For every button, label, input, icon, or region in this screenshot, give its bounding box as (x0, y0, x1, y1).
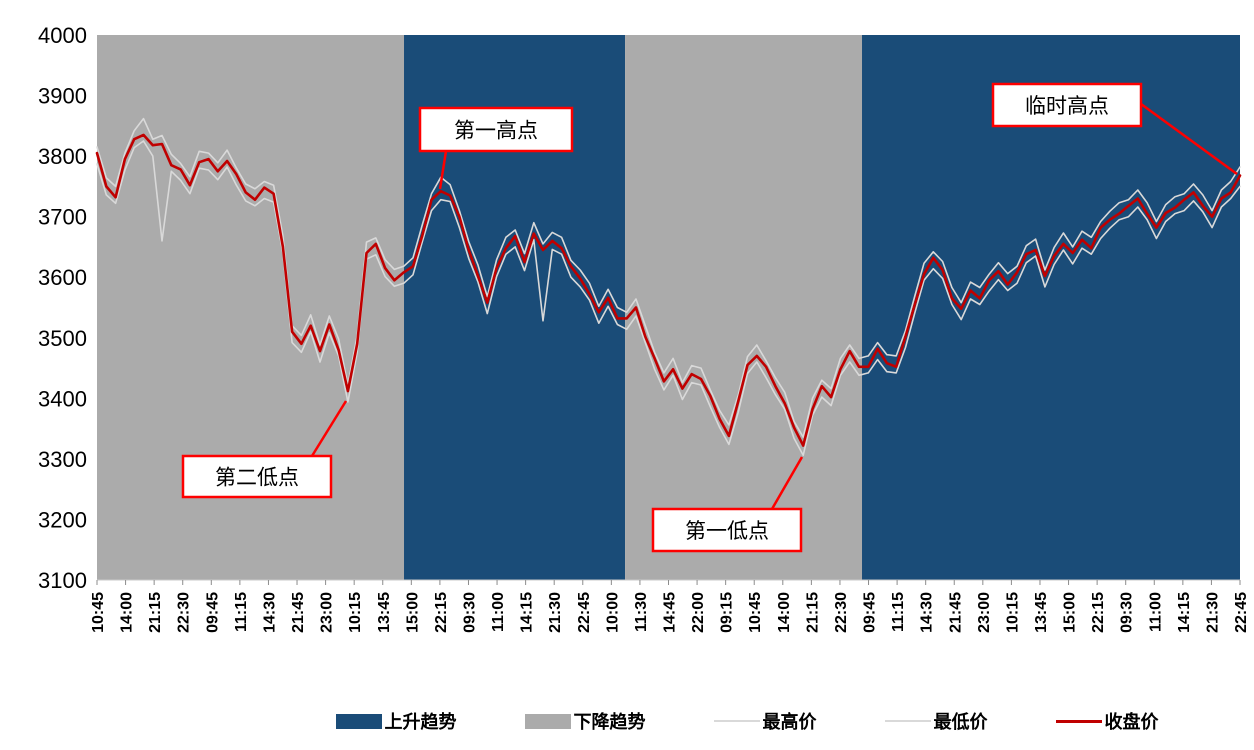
legend-label-uptrend: 上升趋势 (384, 712, 457, 732)
y-tick-label: 3100 (38, 568, 87, 593)
x-tick-label: 21:30 (547, 592, 564, 633)
annotation-box-first-high (418, 106, 574, 153)
y-tick-label: 3600 (38, 265, 87, 290)
y-tick-label: 3300 (38, 447, 87, 472)
legend-label-downtrend: 下降趋势 (573, 712, 646, 732)
x-tick-label: 09:15 (719, 592, 736, 633)
x-tick-label: 21:45 (290, 592, 307, 633)
x-tick-label: 22:15 (433, 592, 450, 633)
legend-item-uptrend: 上升趋势 (335, 708, 457, 734)
legend-item-high: 最高价 (713, 708, 817, 734)
x-tick-label: 21:15 (804, 592, 821, 633)
y-tick-label: 3400 (38, 386, 87, 411)
annotation-box-temp-high (991, 82, 1143, 128)
x-tick-label: 23:00 (976, 592, 993, 633)
chart-legend: 上升趋势 下降趋势 最高价 最低价 收盘价 (0, 708, 1254, 734)
x-tick-label: 09:45 (862, 592, 879, 633)
annotation-label-first-high: 第一高点 (454, 120, 538, 143)
x-tick-label: 10:45 (90, 592, 107, 633)
x-tick-label: 14:45 (662, 592, 679, 633)
annotation-box-second-low (181, 454, 333, 499)
annotation-pointer-second-low (310, 400, 348, 457)
x-tick-label: 15:00 (1062, 592, 1079, 633)
y-tick-label: 3500 (38, 326, 87, 351)
x-tick-label: 21:15 (147, 592, 164, 633)
annotation-pointer-temp-high (1140, 102, 1238, 176)
x-tick-label: 09:30 (1119, 592, 1136, 633)
annotation-pointer-first-low (770, 456, 804, 510)
x-tick-label: 09:30 (461, 592, 478, 633)
x-tick-label: 22:45 (1233, 592, 1250, 633)
x-tick-label: 22:45 (576, 592, 593, 633)
annotation-label-second-low: 第二低点 (215, 467, 299, 490)
x-tick-label: 14:30 (261, 592, 278, 633)
low-line-swatch (884, 720, 931, 722)
annotation-box-first-low (651, 507, 803, 553)
x-tick-label: 11:00 (1147, 592, 1164, 632)
y-tick-label: 3800 (38, 144, 87, 169)
legend-item-low: 最低价 (884, 708, 988, 734)
legend-item-close: 收盘价 (1055, 708, 1159, 734)
x-tick-label: 11:15 (890, 592, 907, 632)
x-tick-label: 21:45 (947, 592, 964, 633)
x-tick-label: 15:00 (404, 592, 421, 633)
x-tick-label: 14:15 (519, 592, 536, 633)
x-tick-label: 14:30 (919, 592, 936, 633)
y-tick-label: 3200 (38, 507, 87, 532)
x-tick-label: 13:45 (376, 592, 393, 633)
x-tick-label: 22:30 (833, 592, 850, 633)
y-tick-label: 3900 (38, 84, 87, 109)
x-tick-label: 09:45 (204, 592, 221, 633)
x-tick-label: 14:00 (776, 592, 793, 633)
x-tick-label: 14:15 (1176, 592, 1193, 633)
annotation-label-temp-high: 临时高点 (1025, 95, 1109, 118)
x-tick-label: 22:00 (690, 592, 707, 633)
y-tick-label: 3700 (38, 205, 87, 230)
annotation-pointer-first-high (438, 150, 448, 190)
x-tick-label: 10:45 (747, 592, 764, 633)
x-tick-label: 11:15 (233, 592, 250, 632)
x-tick-label: 21:30 (1204, 592, 1221, 633)
trend-band-down-2 (625, 35, 863, 580)
x-tick-label: 22:30 (176, 592, 193, 633)
high-line-swatch (713, 720, 760, 722)
uptrend-swatch (335, 713, 382, 729)
x-tick-label: 11:00 (490, 592, 507, 632)
legend-label-high: 最高价 (762, 712, 817, 732)
legend-item-downtrend: 下降趋势 (524, 708, 646, 734)
x-tick-label: 13:45 (1033, 592, 1050, 633)
x-tick-label: 10:15 (1004, 592, 1021, 633)
legend-label-close: 收盘价 (1104, 712, 1159, 732)
legend-label-low: 最低价 (933, 712, 988, 732)
x-tick-label: 10:15 (347, 592, 364, 633)
annotation-label-first-low: 第一低点 (685, 520, 769, 543)
x-tick-label: 23:00 (319, 592, 336, 633)
x-tick-label: 14:00 (119, 592, 136, 633)
downtrend-swatch (524, 713, 571, 729)
series-close (95, 133, 1242, 447)
close-line-swatch (1055, 719, 1102, 723)
x-tick-label: 11:30 (633, 592, 650, 632)
x-tick-label: 22:15 (1090, 592, 1107, 633)
y-tick-label: 4000 (38, 23, 87, 48)
x-tick-label: 10:00 (604, 592, 621, 633)
